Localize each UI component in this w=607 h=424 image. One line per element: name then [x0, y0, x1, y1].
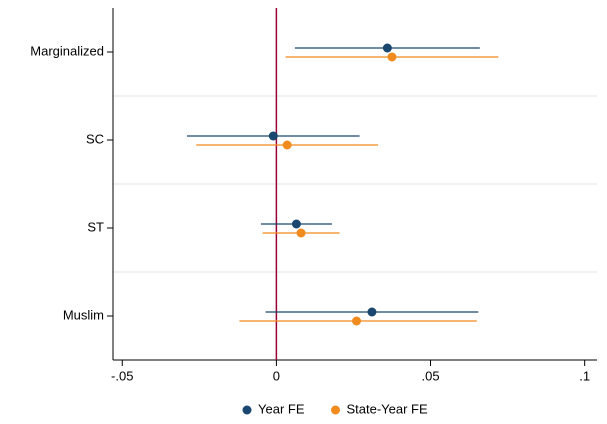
- x-tick-label: -.05: [111, 368, 133, 383]
- point-estimate: [282, 140, 292, 150]
- legend-label: State-Year FE: [347, 401, 429, 416]
- y-tick-label: Muslim: [63, 307, 104, 322]
- legend-marker: [242, 405, 252, 415]
- point-estimate: [387, 52, 397, 62]
- point-estimate: [382, 43, 392, 53]
- point-estimate: [268, 131, 278, 141]
- point-estimate: [352, 316, 362, 326]
- x-tick-label: .1: [579, 368, 590, 383]
- x-tick-label: 0: [273, 368, 280, 383]
- y-tick-label: SC: [86, 131, 104, 146]
- legend-marker: [331, 405, 340, 415]
- point-estimate: [296, 228, 306, 238]
- y-tick-label: ST: [87, 219, 104, 234]
- x-tick-label: .05: [421, 368, 439, 383]
- point-estimate: [291, 219, 301, 229]
- legend-label: Year FE: [258, 401, 305, 416]
- y-tick-label: Marginalized: [30, 43, 104, 58]
- point-estimate: [367, 307, 377, 317]
